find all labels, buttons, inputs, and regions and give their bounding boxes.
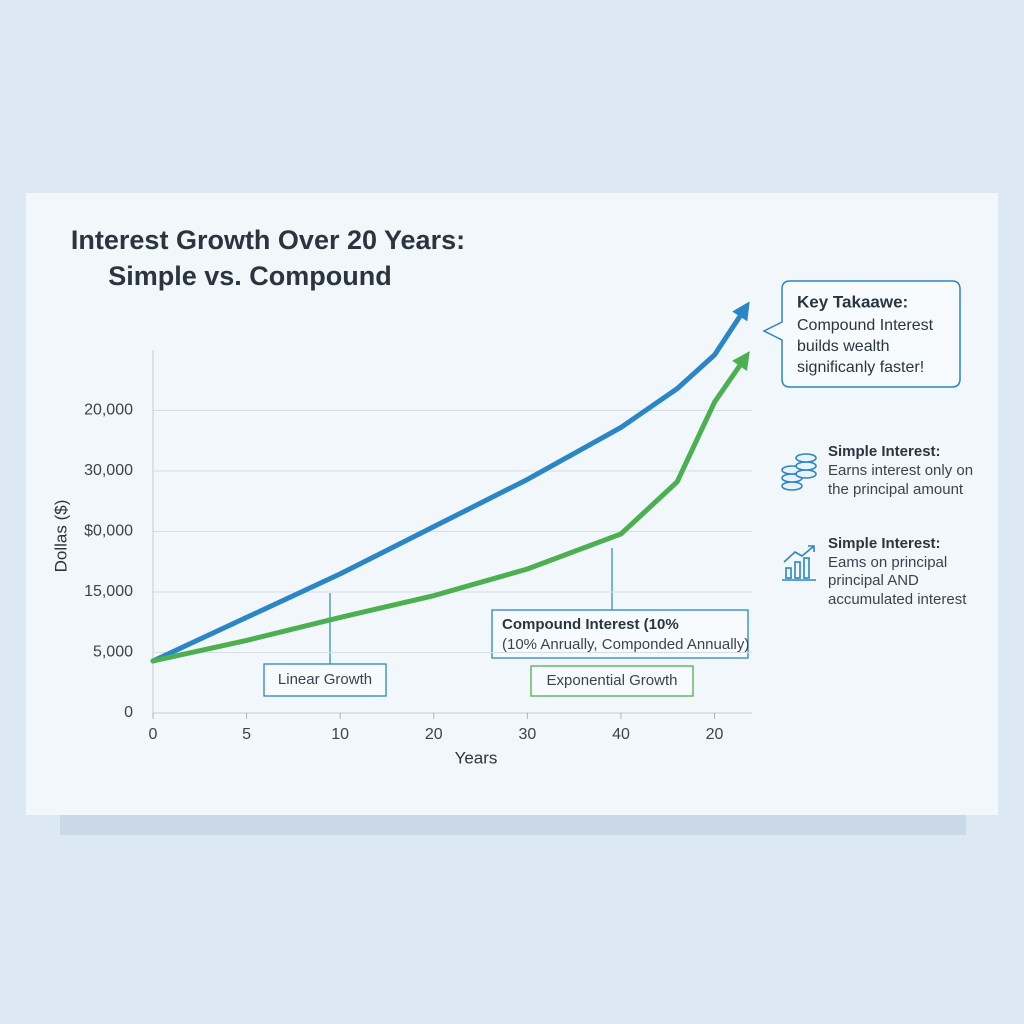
annotation-box bbox=[491, 609, 749, 659]
x-tick-label: 20 bbox=[706, 726, 724, 743]
callout-text: significanly faster! bbox=[797, 359, 924, 376]
chart-title: Simple vs. Compound bbox=[108, 261, 392, 291]
plot: 0 5,000 15,000 $0,000 30,000 20,000 0 5 10 20 30 40… bbox=[84, 301, 752, 743]
y-tick-label: 0 bbox=[124, 704, 133, 721]
callout-text: Compound Interest bbox=[797, 317, 934, 334]
y-axis-label: Dollas ($) bbox=[51, 500, 70, 573]
x-tick-label: 30 bbox=[518, 726, 536, 743]
x-tick-label: 5 bbox=[242, 726, 251, 743]
note-text: accumulated interest bbox=[828, 591, 967, 608]
annotation: (10% Anrually, Componded Annually) bbox=[502, 636, 749, 653]
y-tick-label: 5,000 bbox=[93, 644, 133, 661]
note-text: principal AND bbox=[828, 572, 919, 589]
annotation-box bbox=[263, 663, 387, 697]
y-tick-label: 30,000 bbox=[84, 462, 133, 479]
arrow-head bbox=[732, 301, 750, 322]
arrow-head bbox=[732, 351, 750, 372]
coins-icon bbox=[781, 453, 817, 491]
x-tick-label: 0 bbox=[149, 726, 158, 743]
annotation: Linear Growth bbox=[278, 671, 372, 688]
annotation-box bbox=[530, 665, 694, 697]
series-line bbox=[150, 303, 749, 664]
note-text: the principal amount bbox=[828, 481, 964, 498]
note-title: Simple Interest: bbox=[828, 443, 941, 460]
callout-text: builds wealth bbox=[797, 338, 890, 355]
note-text: Earns interest only on bbox=[828, 462, 973, 479]
callout-title: Key Takaawe: bbox=[797, 292, 908, 311]
series-line bbox=[150, 353, 749, 664]
x-tick-label: 40 bbox=[612, 726, 630, 743]
growth-icon bbox=[782, 545, 816, 581]
chart-title: Interest Growth Over 20 Years: bbox=[71, 225, 465, 255]
y-tick-label: 20,000 bbox=[84, 402, 133, 419]
annotation: Exponential Growth bbox=[547, 672, 678, 689]
x-axis-label: Years bbox=[455, 748, 498, 767]
callout bbox=[762, 280, 961, 388]
y-tick-label: 15,000 bbox=[84, 583, 133, 600]
x-tick-label: 10 bbox=[331, 726, 349, 743]
note-title: Simple Interest: bbox=[828, 535, 941, 552]
annotation: Compound Interest (10% bbox=[502, 616, 679, 633]
note-text: Eams on principal bbox=[828, 554, 947, 571]
x-tick-label: 20 bbox=[425, 726, 443, 743]
card-shadow bbox=[60, 815, 966, 835]
y-tick-label: $0,000 bbox=[84, 523, 133, 540]
